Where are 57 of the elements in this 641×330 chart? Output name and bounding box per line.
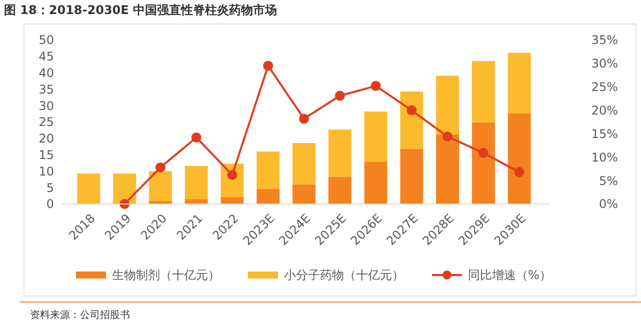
bar bbox=[436, 134, 460, 204]
y2-tick-label: 5% bbox=[598, 174, 618, 188]
bar bbox=[184, 166, 208, 200]
bar bbox=[256, 188, 280, 204]
bar bbox=[508, 52, 531, 114]
bar bbox=[472, 60, 495, 122]
bar bbox=[472, 122, 495, 204]
y2-tick-label: 25% bbox=[591, 80, 618, 94]
point bbox=[370, 80, 381, 91]
bar bbox=[220, 197, 244, 204]
y-tick-label: 50 bbox=[38, 33, 54, 48]
y2-tick-label: 30% bbox=[591, 56, 618, 71]
y-tick-label: 20 bbox=[38, 132, 54, 146]
point bbox=[155, 162, 166, 172]
bar bbox=[292, 142, 316, 184]
bar bbox=[328, 176, 352, 204]
y-tick-label: 10 bbox=[38, 164, 54, 178]
y2-tick-label: 20% bbox=[591, 103, 618, 118]
bar bbox=[364, 162, 388, 204]
legend-label: 生物制剂（十亿元） bbox=[112, 268, 220, 282]
y-tick-label: 0 bbox=[46, 197, 54, 212]
point bbox=[227, 170, 238, 180]
bar bbox=[400, 148, 424, 204]
y-tick-label: 40 bbox=[38, 66, 54, 80]
bar bbox=[148, 171, 172, 202]
point bbox=[191, 132, 202, 142]
chart-title: 图 18：2018-2030E 中国强直性脊柱炎药物市场 bbox=[4, 3, 278, 17]
bar bbox=[113, 173, 136, 204]
y2-tick-label: 35% bbox=[591, 33, 618, 48]
y-tick-label: 30 bbox=[38, 98, 54, 113]
y2-tick-label: 15% bbox=[591, 126, 618, 141]
bar bbox=[364, 112, 388, 162]
y2-tick-label: 10% bbox=[591, 150, 618, 164]
text: 资料来源：公司招股书 bbox=[30, 309, 130, 321]
bar bbox=[328, 130, 352, 177]
point bbox=[442, 132, 453, 142]
bar bbox=[184, 199, 208, 204]
point bbox=[514, 167, 524, 178]
point bbox=[299, 114, 309, 124]
bar bbox=[508, 113, 531, 204]
y-tick-label: 5 bbox=[46, 180, 54, 195]
legend-label: 同比增速（%） bbox=[468, 268, 552, 282]
y-tick-label: 35 bbox=[38, 82, 54, 96]
y-tick-label: 25 bbox=[38, 115, 54, 130]
bar bbox=[77, 173, 100, 204]
bar bbox=[256, 152, 280, 189]
legend-label: 小分子药物（十亿元） bbox=[284, 268, 404, 282]
point bbox=[334, 90, 345, 101]
bar bbox=[400, 91, 424, 149]
point bbox=[406, 105, 417, 116]
y-tick-label: 15 bbox=[38, 148, 54, 162]
y-tick-label: 45 bbox=[38, 50, 54, 64]
point bbox=[263, 60, 274, 71]
point bbox=[478, 148, 488, 158]
y2-tick-label: 0% bbox=[598, 197, 618, 212]
bar bbox=[436, 76, 460, 134]
bar bbox=[292, 184, 316, 204]
